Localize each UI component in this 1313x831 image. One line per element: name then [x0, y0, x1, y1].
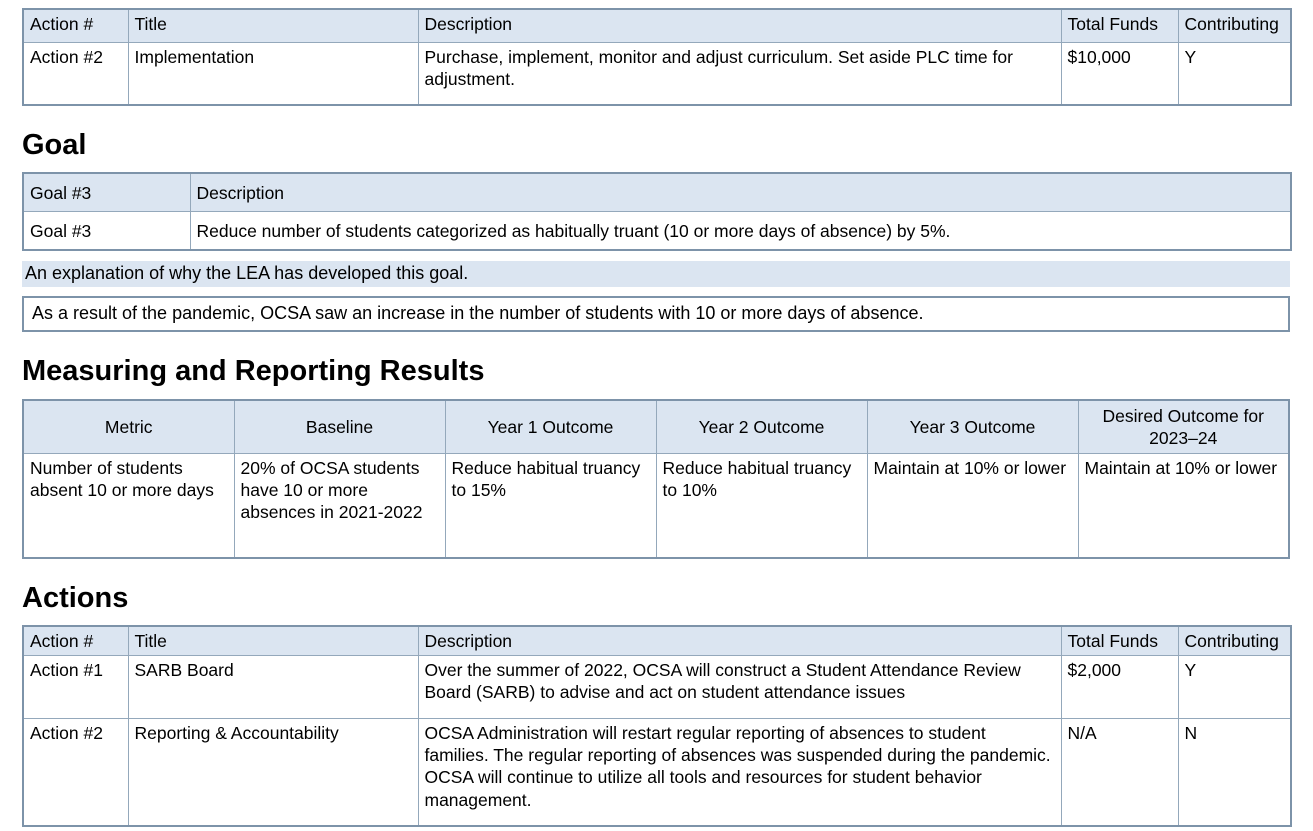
col-header-title: Title [127, 625, 419, 657]
col-header-year3-outcome: Year 3 Outcome [866, 399, 1079, 454]
cell-action-number: Action #2 [22, 718, 129, 827]
col-header-goal-description: Description [189, 172, 1292, 213]
cell-description: Over the summer of 2022, OCSA will const… [417, 655, 1062, 720]
table-row: Action #1 SARB Board Over the summer of … [22, 655, 1292, 720]
table-header-row: Action # Title Description Total Funds C… [22, 8, 1292, 43]
goal-explanation-text: As a result of the pandemic, OCSA saw an… [22, 296, 1290, 333]
cell-goal-number: Goal #3 [22, 211, 191, 251]
cell-contributing: Y [1177, 42, 1292, 106]
col-header-total-funds: Total Funds [1060, 8, 1179, 43]
goal-heading: Goal [22, 129, 87, 161]
col-header-total-funds: Total Funds [1060, 625, 1179, 657]
metrics-table: Metric Baseline Year 1 Outcome Year 2 Ou… [22, 398, 1290, 559]
cell-year3-outcome: Maintain at 10% or lower [866, 452, 1079, 559]
table-row: Goal #3 Reduce number of students catego… [22, 211, 1292, 251]
prev-actions-table: Action # Title Description Total Funds C… [22, 8, 1292, 106]
col-header-desired-outcome: Desired Outcome for 2023–24 [1077, 399, 1290, 454]
goal-table: Goal #3 Description Goal #3 Reduce numbe… [22, 172, 1292, 252]
measuring-heading: Measuring and Reporting Results [22, 355, 485, 388]
cell-desired-outcome: Maintain at 10% or lower [1077, 452, 1290, 559]
table-row: Action #2 Implementation Purchase, imple… [22, 42, 1292, 106]
col-header-contributing: Contributing [1177, 625, 1292, 657]
cell-title: Implementation [127, 42, 419, 106]
col-header-goal-number: Goal #3 [22, 172, 191, 213]
cell-title: Reporting & Accountability [127, 718, 419, 827]
table-row: Number of students absent 10 or more day… [22, 452, 1290, 559]
table-header-row: Metric Baseline Year 1 Outcome Year 2 Ou… [22, 399, 1290, 454]
cell-action-number: Action #2 [22, 42, 129, 106]
actions-table: Action # Title Description Total Funds C… [22, 625, 1292, 828]
cell-contributing: N [1177, 718, 1292, 827]
table-header-row: Goal #3 Description [22, 172, 1292, 213]
col-header-title: Title [127, 8, 419, 43]
cell-description: OCSA Administration will restart regular… [417, 718, 1062, 827]
cell-total-funds: $2,000 [1060, 655, 1179, 720]
col-header-metric: Metric [22, 399, 235, 454]
cell-title: SARB Board [127, 655, 419, 720]
cell-total-funds: N/A [1060, 718, 1179, 827]
col-header-action-number: Action # [22, 625, 129, 657]
goal-explanation-label: An explanation of why the LEA has develo… [22, 261, 1290, 288]
cell-goal-description: Reduce number of students categorized as… [189, 211, 1292, 251]
cell-baseline: 20% of OCSA students have 10 or more abs… [233, 452, 446, 559]
col-header-contributing: Contributing [1177, 8, 1292, 43]
col-header-year1-outcome: Year 1 Outcome [444, 399, 657, 454]
cell-total-funds: $10,000 [1060, 42, 1179, 106]
actions-heading: Actions [22, 581, 129, 614]
table-header-row: Action # Title Description Total Funds C… [22, 625, 1292, 657]
col-header-action-number: Action # [22, 8, 129, 43]
cell-contributing: Y [1177, 655, 1292, 720]
col-header-baseline: Baseline [233, 399, 446, 454]
cell-year1-outcome: Reduce habitual truancy to 15% [444, 452, 657, 559]
col-header-year2-outcome: Year 2 Outcome [655, 399, 868, 454]
cell-year2-outcome: Reduce habitual truancy to 10% [655, 452, 868, 559]
cell-action-number: Action #1 [22, 655, 129, 720]
col-header-description: Description [417, 8, 1062, 43]
table-row: Action #2 Reporting & Accountability OCS… [22, 718, 1292, 827]
col-header-description: Description [417, 625, 1062, 657]
cell-description: Purchase, implement, monitor and adjust … [417, 42, 1062, 106]
cell-metric: Number of students absent 10 or more day… [22, 452, 235, 559]
